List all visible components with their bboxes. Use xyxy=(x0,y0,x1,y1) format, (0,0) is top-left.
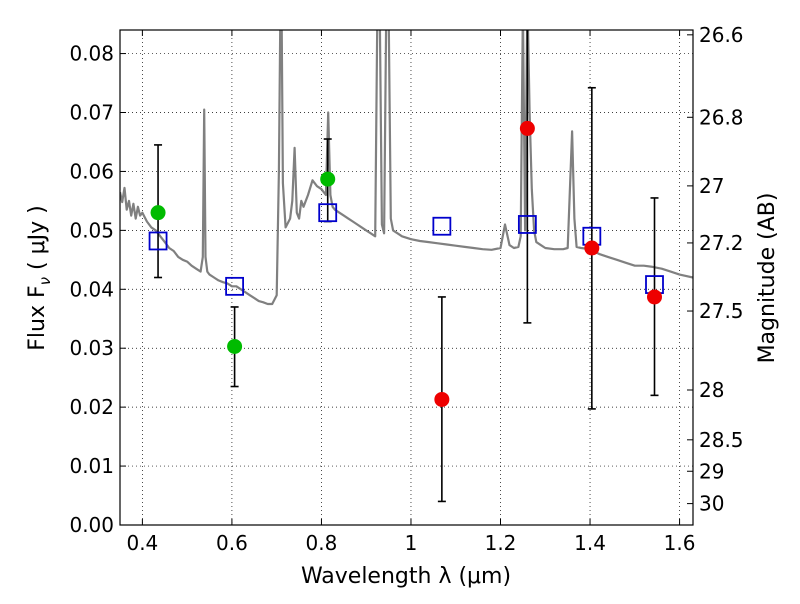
y-tick-label: 0.01 xyxy=(69,454,114,478)
y2-tick-label: 27.2 xyxy=(699,231,744,255)
model-box-layer xyxy=(148,203,664,296)
y2-tick-label: 30 xyxy=(699,492,724,516)
green-data-point xyxy=(150,205,166,221)
red-data-point xyxy=(434,391,450,407)
y-tick-label: 0.03 xyxy=(69,336,114,360)
y2-tick-label: 27 xyxy=(699,174,724,198)
y-tick-label: 0.05 xyxy=(69,218,114,242)
model-flux-box xyxy=(432,216,452,236)
plot-frame xyxy=(119,29,694,526)
red-data-point xyxy=(519,120,535,136)
red-data-point xyxy=(647,289,663,305)
model-flux-box xyxy=(517,215,537,234)
spectrum-layer xyxy=(120,30,693,306)
y-axis-title: Flux Fν ( μJy ) xyxy=(25,205,54,350)
y-tick-label: 0.04 xyxy=(69,277,114,301)
y-tick-label: 0.00 xyxy=(69,513,114,537)
x-tick-label: 0.4 xyxy=(126,531,158,555)
tick-layer: 0.4 0.6 0.8 1 1.2 1.4 1.6 0.00 0.01 0.02 0.03 0.04 0… xyxy=(69,23,743,555)
y2-tick-label: 28.5 xyxy=(699,428,744,452)
y-axis-title-main: Flux F xyxy=(25,285,50,350)
y2-tick-label: 27.5 xyxy=(699,299,744,323)
green-data-point xyxy=(320,171,336,187)
y-tick-label: 0.07 xyxy=(69,101,114,125)
y-tick-label: 0.06 xyxy=(69,159,114,183)
y-tick-label: 0.08 xyxy=(69,42,114,66)
y2-tick-label: 28 xyxy=(699,378,724,402)
x-tick-label: 1.6 xyxy=(664,531,696,555)
y-tick-label: 0.02 xyxy=(69,395,114,419)
y2-tick-label: 26.8 xyxy=(699,105,744,129)
red-data-point xyxy=(584,240,600,256)
x-tick-label: 1 xyxy=(405,531,418,555)
x-axis-title: Wavelength λ (μm) xyxy=(301,564,511,589)
y2-tick-label: 29 xyxy=(699,459,724,483)
y-axis-title-unit: ( μJy ) xyxy=(25,205,50,277)
model-flux-box xyxy=(148,231,168,251)
observed-point-layer xyxy=(150,120,663,407)
green-data-point xyxy=(227,338,243,354)
y2-tick-label: 26.6 xyxy=(699,23,744,47)
x-tick-label: 0.8 xyxy=(306,531,338,555)
model-flux-box xyxy=(318,203,338,223)
model-flux-box xyxy=(225,276,245,296)
y-axis-title-sub: ν xyxy=(36,277,54,285)
x-tick-label: 1.2 xyxy=(485,531,517,555)
y2-axis-title: Magnitude (AB) xyxy=(755,193,780,364)
x-tick-label: 0.6 xyxy=(216,531,248,555)
grid-lines xyxy=(120,30,693,526)
template-spectrum-line xyxy=(120,30,693,306)
x-tick-label: 1.4 xyxy=(574,531,606,555)
